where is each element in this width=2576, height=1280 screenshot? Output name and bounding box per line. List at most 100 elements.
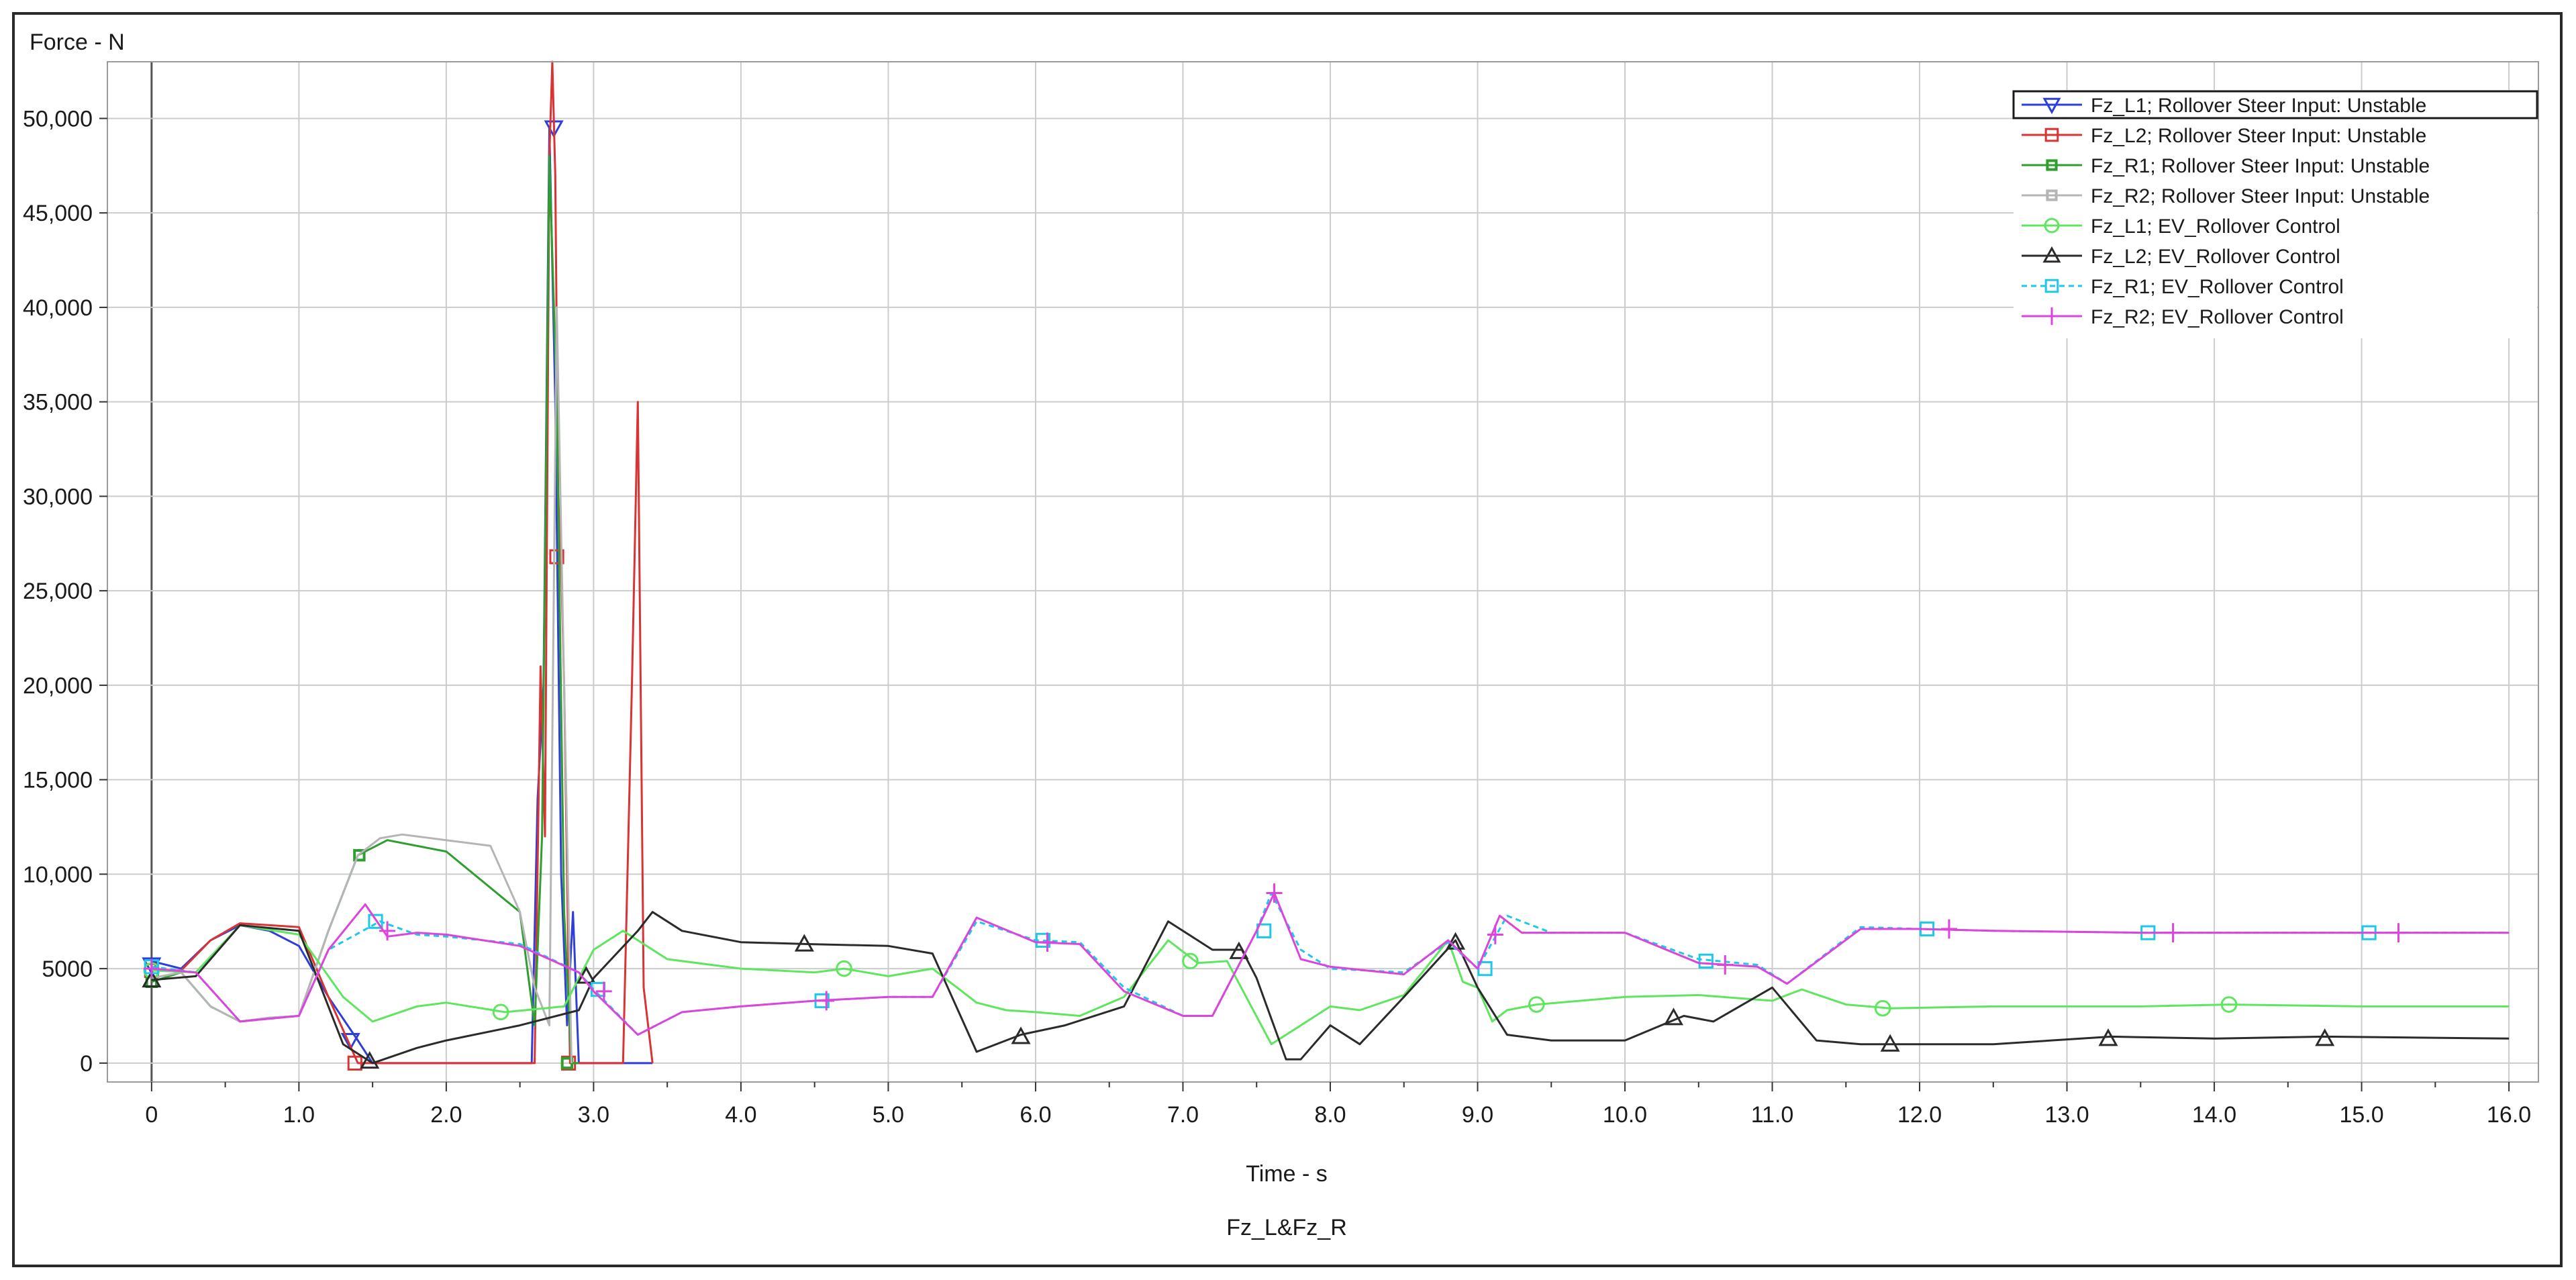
series-marker <box>794 934 814 952</box>
legend-label: Fz_L2; Rollover Steer Input: Unstable <box>2091 125 2426 147</box>
legend-label: Fz_R2; EV_Rollover Control <box>2091 306 2344 328</box>
series-marker <box>1035 932 1051 948</box>
series-marker <box>1487 925 1503 944</box>
y-tick-label: 10,000 <box>23 862 93 887</box>
x-tick-label: 2.0 <box>430 1102 462 1128</box>
series-line <box>151 892 2510 1036</box>
legend-label: Fz_R2; Rollover Steer Input: Unstable <box>2091 185 2430 207</box>
x-tick-label: 4.0 <box>725 1102 756 1128</box>
legend-label: Fz_R1; EV_Rollover Control <box>2091 276 2344 298</box>
series-marker <box>836 960 852 977</box>
x-tick-label: 12.0 <box>1897 1102 1942 1128</box>
series-marker <box>142 969 162 988</box>
x-tick-label: 16.0 <box>2487 1102 2531 1128</box>
x-axis-ticks: 0 1.0 2.0 3.0 4.0 5.0 6.0 7.0 8.0 9.0 10.0 11.0 12.0… <box>145 1082 2531 1128</box>
x-tick-label: 3.0 <box>578 1102 609 1128</box>
series-line <box>151 892 2510 1036</box>
y-tick-label: 20,000 <box>23 673 93 699</box>
legend-swatch-marker <box>2044 307 2059 326</box>
y-tick-label: 45,000 <box>23 201 93 226</box>
series-marker <box>1663 1007 1683 1026</box>
series-marker <box>2390 923 2407 943</box>
x-tick-label: 8.0 <box>1314 1102 1346 1128</box>
series-marker <box>1039 932 1056 952</box>
series-marker <box>353 849 366 862</box>
legend[interactable]: Fz_L1; Rollover Steer Input: Unstable Fz_… <box>2012 90 2538 338</box>
y-tick-label: 25,000 <box>23 579 93 604</box>
legend-item[interactable]: Fz_R2; EV_Rollover Control <box>2022 306 2344 328</box>
x-tick-label: 0 <box>145 1102 158 1128</box>
y-axis-label: Force - N <box>30 30 125 55</box>
series-marker <box>1011 1026 1031 1044</box>
series-marker <box>143 958 160 979</box>
series-marker <box>1266 883 1283 903</box>
series-marker <box>818 991 835 1011</box>
legend-item[interactable]: Fz_R2; Rollover Steer Input: Unstable <box>2022 185 2430 207</box>
series-marker <box>347 1055 362 1071</box>
chart-frame: Force - N 0 1.0 2.0 3.0 4.0 5.0 6.0 7.0 8.0 9.0 10… <box>12 12 2563 1267</box>
series-1 <box>142 120 653 1065</box>
series-marker <box>1182 952 1199 970</box>
series-7 <box>144 892 2510 1036</box>
chart-title: Fz_L&Fz_R <box>1226 1215 1347 1240</box>
x-tick-label: 7.0 <box>1167 1102 1199 1128</box>
series-marker <box>2098 1028 2118 1046</box>
legend-item[interactable]: Fz_L2; Rollover Steer Input: Unstable <box>2022 125 2426 147</box>
series-marker <box>2220 996 2238 1013</box>
y-tick-label: 40,000 <box>23 295 93 321</box>
grid <box>107 62 2538 1082</box>
x-tick-label: 9.0 <box>1462 1102 1493 1128</box>
y-tick-label: 35,000 <box>23 390 93 415</box>
x-tick-label: 13.0 <box>2044 1102 2089 1128</box>
legend-label: Fz_L1; Rollover Steer Input: Unstable <box>2091 95 2426 117</box>
series-marker <box>379 921 396 941</box>
y-tick-label: 15,000 <box>23 768 93 793</box>
x-tick-label: 1.0 <box>283 1102 315 1128</box>
legend-swatch-marker <box>2046 189 2058 201</box>
legend-swatch-marker <box>2044 217 2060 234</box>
y-tick-label: 5000 <box>42 956 93 982</box>
series-marker <box>368 914 383 929</box>
series-marker <box>1229 941 1249 959</box>
x-tick-label: 5.0 <box>873 1102 904 1128</box>
series-4 <box>151 306 573 1063</box>
legend-item[interactable]: Fz_L2; EV_Rollover Control <box>2022 246 2340 268</box>
series-marker <box>1528 996 1545 1013</box>
legend-item[interactable]: Fz_R1; EV_Rollover Control <box>2022 276 2344 298</box>
series-line <box>151 306 573 1063</box>
series-marker <box>1717 955 1734 975</box>
series-marker <box>1880 1034 1900 1052</box>
series-marker <box>340 1032 360 1051</box>
legend-item[interactable]: Fz_L1; EV_Rollover Control <box>2022 215 2340 238</box>
series-marker <box>595 981 612 1001</box>
legend-label: Fz_R1; Rollover Steer Input: Unstable <box>2091 155 2430 177</box>
legend-item[interactable]: Fz_L1; Rollover Steer Input: Unstable <box>2012 90 2538 119</box>
y-tick-label: 0 <box>80 1051 93 1077</box>
legend-swatch-marker <box>2042 97 2061 115</box>
series-marker <box>1940 919 1957 939</box>
legend-item[interactable]: Fz_R1; Rollover Steer Input: Unstable <box>2022 155 2430 177</box>
series-8 <box>143 883 2510 1036</box>
legend-swatch-marker <box>2042 246 2061 263</box>
legend-label: Fz_L2; EV_Rollover Control <box>2091 246 2340 268</box>
series-group <box>142 60 2510 1071</box>
legend-swatch-marker <box>2044 279 2059 293</box>
x-tick-label: 14.0 <box>2192 1102 2236 1128</box>
series-marker <box>2315 1028 2335 1046</box>
series-marker <box>1874 999 1891 1017</box>
x-tick-label: 6.0 <box>1020 1102 1051 1128</box>
legend-swatch-marker <box>2044 128 2059 142</box>
legend-swatch-marker <box>2046 159 2058 171</box>
series-marker <box>549 549 564 564</box>
x-tick-label: 11.0 <box>1751 1102 1794 1128</box>
series-line <box>151 911 2510 1065</box>
series-line <box>151 155 579 1065</box>
legend-background <box>2014 90 2537 338</box>
series-marker <box>360 1050 380 1069</box>
legend-label: Fz_L1; EV_Rollover Control <box>2091 215 2340 238</box>
series-line <box>151 127 653 1065</box>
series-3 <box>145 155 579 1070</box>
y-tick-label: 30,000 <box>23 484 93 509</box>
series-6 <box>142 911 2510 1069</box>
x-tick-label: 15.0 <box>2339 1102 2383 1128</box>
